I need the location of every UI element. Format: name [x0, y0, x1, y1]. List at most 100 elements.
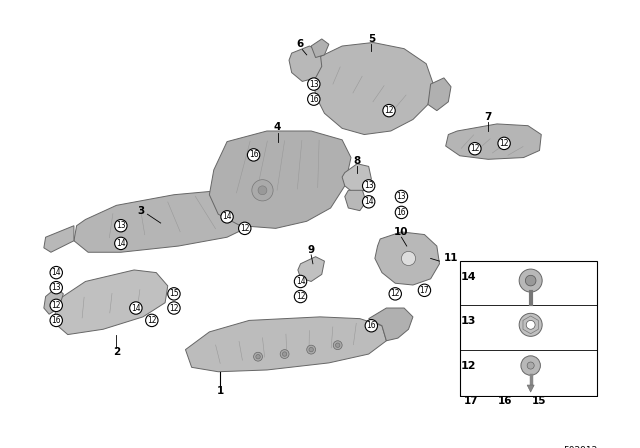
Text: 12: 12 [461, 361, 476, 370]
Circle shape [362, 196, 375, 208]
Polygon shape [44, 288, 63, 314]
Circle shape [50, 267, 63, 279]
Polygon shape [298, 257, 324, 281]
Circle shape [50, 299, 63, 311]
Circle shape [221, 211, 233, 223]
Circle shape [525, 275, 536, 286]
Circle shape [252, 180, 273, 201]
FancyBboxPatch shape [500, 414, 517, 428]
Circle shape [383, 104, 396, 117]
Text: 15: 15 [532, 396, 546, 406]
Circle shape [537, 412, 554, 429]
Text: 7: 7 [484, 112, 492, 122]
Circle shape [280, 349, 289, 358]
Circle shape [168, 288, 180, 300]
Polygon shape [428, 78, 451, 111]
Circle shape [542, 417, 549, 424]
Circle shape [362, 180, 375, 192]
Text: 14: 14 [131, 303, 141, 313]
Text: 12: 12 [296, 292, 305, 301]
Text: 17: 17 [464, 396, 479, 406]
Polygon shape [186, 317, 387, 372]
Circle shape [526, 320, 535, 329]
Text: 16: 16 [498, 396, 513, 406]
Text: 12: 12 [390, 289, 400, 298]
Text: 14: 14 [364, 197, 374, 207]
Circle shape [253, 352, 262, 361]
Text: 13: 13 [397, 192, 406, 201]
Polygon shape [566, 418, 593, 433]
Circle shape [309, 347, 314, 352]
Circle shape [498, 137, 510, 150]
Text: 12: 12 [169, 303, 179, 313]
Text: 14: 14 [461, 272, 477, 282]
Text: 2: 2 [113, 347, 120, 357]
Text: 9: 9 [308, 245, 315, 254]
Polygon shape [564, 429, 595, 437]
Circle shape [335, 343, 340, 347]
Text: 15: 15 [169, 289, 179, 298]
Text: 4: 4 [274, 122, 281, 133]
Circle shape [294, 275, 307, 288]
Text: 8: 8 [353, 156, 361, 166]
Circle shape [401, 251, 415, 266]
Circle shape [333, 341, 342, 349]
Circle shape [389, 288, 401, 300]
Text: 16: 16 [397, 208, 406, 217]
Text: 16: 16 [51, 316, 61, 325]
Circle shape [527, 362, 534, 369]
Circle shape [115, 220, 127, 232]
Text: 14: 14 [116, 239, 125, 248]
Circle shape [239, 222, 251, 235]
Polygon shape [44, 226, 74, 252]
Polygon shape [445, 124, 541, 159]
Polygon shape [473, 438, 480, 442]
Text: 3: 3 [138, 206, 145, 215]
Circle shape [282, 352, 287, 356]
Polygon shape [313, 43, 433, 134]
Circle shape [308, 78, 320, 90]
Polygon shape [74, 190, 256, 252]
Circle shape [468, 142, 481, 155]
Circle shape [50, 281, 63, 294]
Circle shape [256, 354, 260, 359]
Circle shape [396, 206, 408, 219]
Text: 17: 17 [420, 286, 429, 295]
Circle shape [519, 313, 542, 336]
Circle shape [130, 302, 142, 314]
Text: 13: 13 [461, 316, 476, 326]
Circle shape [521, 356, 540, 375]
Text: 13: 13 [51, 283, 61, 292]
Text: 14: 14 [51, 268, 61, 277]
Polygon shape [54, 270, 168, 335]
Polygon shape [527, 385, 534, 392]
Polygon shape [342, 164, 371, 193]
Circle shape [473, 419, 480, 426]
Polygon shape [345, 190, 366, 211]
Circle shape [468, 414, 486, 431]
Circle shape [365, 319, 378, 332]
FancyBboxPatch shape [504, 419, 512, 425]
Circle shape [294, 290, 307, 303]
Circle shape [50, 314, 63, 327]
Text: 12: 12 [51, 301, 61, 310]
FancyBboxPatch shape [460, 261, 597, 396]
Circle shape [419, 284, 431, 297]
Text: 14: 14 [296, 277, 305, 286]
Text: 14: 14 [222, 212, 232, 221]
Text: 10: 10 [394, 227, 409, 237]
Text: 6: 6 [296, 39, 303, 49]
Text: 5: 5 [368, 34, 375, 44]
Text: 16: 16 [249, 151, 259, 159]
Text: 16: 16 [309, 95, 319, 103]
Circle shape [168, 302, 180, 314]
Text: 12: 12 [499, 139, 509, 148]
Text: 502912: 502912 [563, 446, 597, 448]
Circle shape [307, 345, 316, 354]
Circle shape [258, 186, 267, 195]
Circle shape [308, 93, 320, 105]
Polygon shape [369, 308, 413, 341]
Circle shape [519, 269, 542, 292]
Circle shape [146, 314, 158, 327]
Polygon shape [209, 131, 351, 228]
